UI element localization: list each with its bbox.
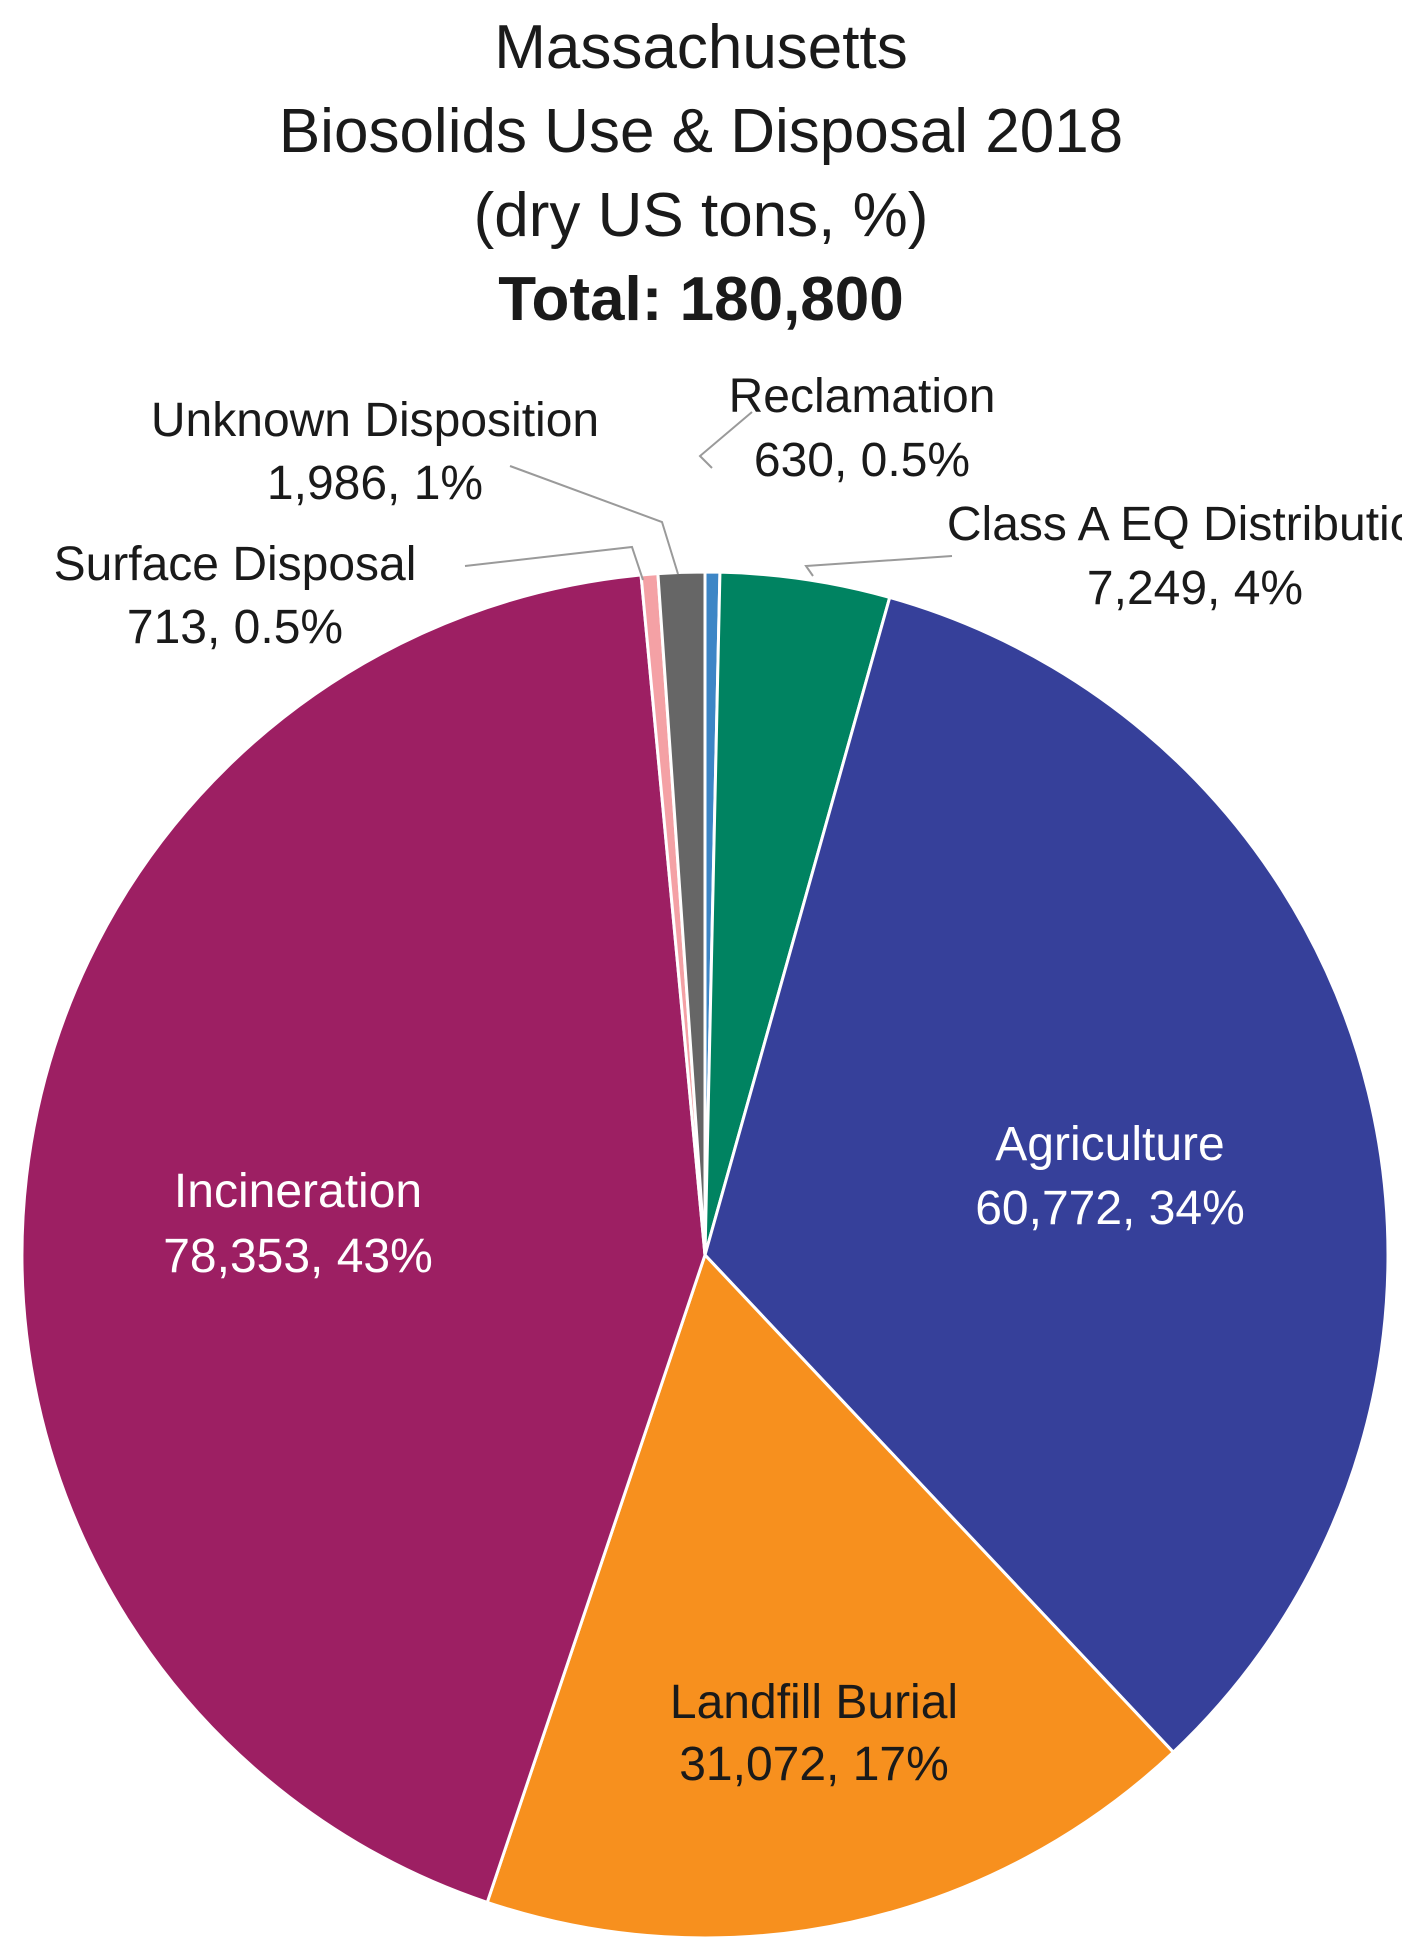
slice-label-agriculture: Agriculture (995, 1118, 1224, 1171)
leader-line-class-a-eq-distribution (804, 555, 953, 577)
pie-slice-unknown-disposition (656, 570, 707, 1256)
slice-label-landfill-burial: Landfill Burial (670, 1676, 958, 1729)
slice-value-agriculture: 60,772, 34% (975, 1182, 1245, 1235)
title-line-3: (dry US tons, %) (473, 181, 929, 250)
pie-slices (20, 570, 1390, 1939)
pie-slice-landfill-burial (485, 1252, 1176, 1939)
title-line-total: Total: 180,800 (498, 265, 904, 334)
title-line-1: Massachusetts (494, 13, 908, 82)
slice-label-reclamation: Reclamation (729, 370, 996, 423)
slice-label-unknown-disposition: Unknown Disposition (151, 394, 599, 447)
leader-line-surface-disposal (464, 545, 644, 581)
leader-line-reclamation (698, 411, 753, 469)
title-line-2: Biosolids Use & Disposal 2018 (278, 97, 1124, 166)
slice-value-surface-disposal: 713, 0.5% (127, 601, 343, 654)
pie-slice-incineration (20, 573, 707, 1905)
slice-label-class-a-eq-distribution: Class A EQ Distribution (947, 498, 1402, 551)
leader-lines (464, 411, 953, 581)
leader-line-unknown-disposition (509, 465, 679, 575)
slice-label-surface-disposal: Surface Disposal (54, 538, 417, 591)
slice-value-unknown-disposition: 1,986, 1% (267, 457, 483, 510)
slice-value-incineration: 78,353, 43% (163, 1230, 433, 1283)
slice-value-reclamation: 630, 0.5% (754, 434, 970, 487)
slice-label-incineration: Incineration (174, 1165, 422, 1218)
slice-labels: Reclamation 630, 0.5% Class A EQ Distribut… (54, 370, 1402, 1791)
pie-slice-agriculture (703, 595, 1390, 1755)
chart-title: Massachusetts Biosolids Use & Disposal 2… (0, 6, 1402, 342)
slice-value-landfill-burial: 31,072, 17% (679, 1738, 949, 1791)
slice-value-class-a-eq-distribution: 7,249, 4% (1087, 562, 1303, 615)
